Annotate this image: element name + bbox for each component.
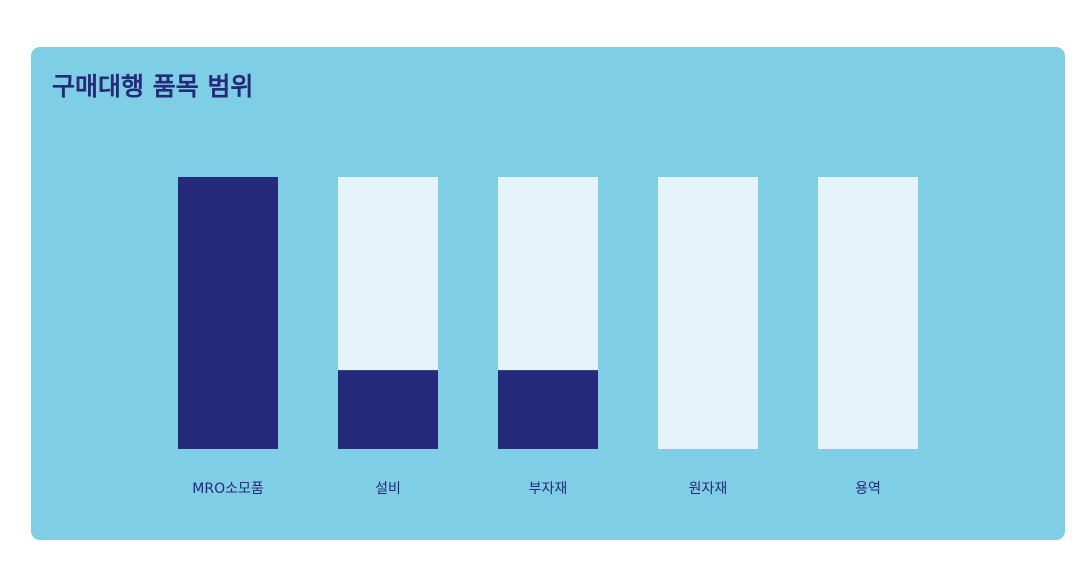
bar [338, 370, 438, 449]
bar-track [818, 177, 918, 449]
bar-track [658, 177, 758, 449]
x-tick-label: 원자재 [689, 481, 728, 497]
x-tick-label: 부자재 [529, 481, 568, 497]
chart-title: 구매대행 품목 범위 [52, 72, 253, 101]
bar [498, 370, 598, 449]
bar [178, 177, 278, 449]
x-tick-label: 설비 [375, 481, 401, 497]
x-tick-label: 용역 [855, 481, 881, 497]
x-tick-label: MRO소모품 [192, 481, 264, 497]
